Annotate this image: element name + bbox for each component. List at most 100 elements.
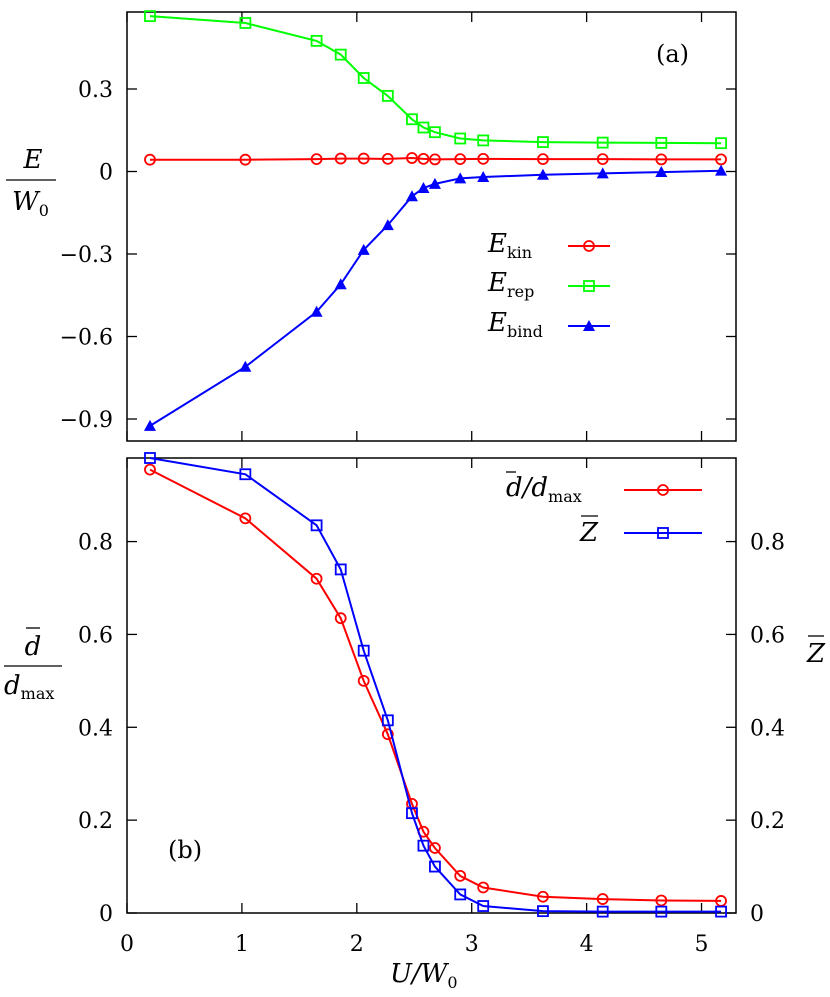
data-point	[357, 644, 370, 657]
data-point	[429, 860, 441, 873]
data-point	[381, 152, 394, 165]
legend-entry-z: Z	[579, 518, 599, 548]
panel-b-frame	[126, 457, 737, 914]
panel-b-label: (b)	[168, 836, 202, 864]
y-tick-label-right: 0	[750, 902, 764, 927]
data-point	[454, 153, 467, 166]
data-point	[357, 72, 370, 84]
data-point	[406, 113, 418, 126]
y-tick-label: 0.4	[78, 716, 113, 741]
data-point	[310, 519, 323, 532]
data-point	[334, 152, 347, 165]
data-point	[406, 807, 418, 820]
data-point	[536, 168, 549, 180]
legend-marker-ebind	[583, 320, 595, 331]
data-point	[310, 572, 323, 585]
data-point	[239, 360, 252, 372]
series-line	[149, 457, 722, 913]
data-point	[381, 714, 394, 727]
data-point	[357, 243, 370, 255]
data-point	[537, 136, 549, 148]
data-point	[417, 152, 430, 165]
legend-entry-ekin: Ekin	[487, 229, 532, 262]
x-tick-label: 3	[465, 932, 479, 957]
x-axis-label: U/W0	[390, 959, 458, 992]
data-point	[239, 153, 252, 166]
data-point	[655, 153, 668, 166]
data-point	[381, 89, 394, 102]
y-tick-label: 0.3	[78, 78, 113, 103]
series-e-bind	[143, 164, 728, 431]
x-tick-label: 2	[350, 932, 364, 957]
legend-marker-erep	[583, 280, 595, 292]
data-point	[310, 34, 323, 47]
panel-a-frame	[126, 11, 737, 442]
panel-b-series	[144, 452, 727, 918]
panel-a-ticks: −0.9 −0.6 −0.3 0 0.3	[60, 12, 736, 441]
data-point	[655, 905, 668, 918]
data-point	[334, 612, 347, 625]
y-tick-label-right: 0.6	[750, 623, 785, 648]
data-point	[537, 153, 549, 166]
y-tick-label: −0.9	[60, 408, 113, 433]
data-point	[537, 890, 549, 903]
data-point	[537, 905, 549, 918]
legend-entry-ebind: Ebind	[487, 308, 543, 341]
y-tick-label: 0	[99, 902, 113, 927]
data-point	[454, 132, 467, 145]
panel-a-ylabel-numerator: E	[23, 145, 43, 175]
data-point	[405, 190, 418, 202]
data-point	[417, 839, 430, 852]
series-z	[144, 452, 727, 918]
data-point	[477, 152, 490, 165]
data-point	[239, 512, 252, 525]
data-point	[454, 888, 467, 901]
series-d-d-max	[144, 463, 727, 907]
data-point	[429, 842, 441, 854]
data-point	[357, 674, 370, 687]
data-point	[454, 172, 467, 184]
data-point	[715, 137, 727, 150]
x-tick-label: 0	[120, 932, 134, 957]
data-point	[477, 900, 490, 912]
x-tick-label: 5	[695, 932, 709, 957]
panel-a-ylabel-denominator: W0	[12, 187, 49, 220]
data-point	[406, 152, 418, 164]
data-point	[143, 419, 156, 431]
data-point	[417, 182, 430, 193]
y-tick-label-right: 0.2	[750, 809, 785, 834]
data-point	[596, 905, 609, 918]
y-tick-label: −0.3	[60, 243, 113, 268]
data-point	[715, 905, 727, 918]
data-point	[454, 869, 467, 882]
data-point	[429, 153, 441, 166]
panel-b-ticks: 0 0.2 0.4 0.6 0.8 0 0.2 0.4 0.6 0.8 0 1 2 3 4 5	[78, 458, 785, 957]
series-line	[150, 156, 722, 161]
data-point	[655, 894, 668, 907]
data-point	[144, 463, 156, 476]
data-point	[429, 126, 441, 139]
legend-marker-z	[657, 527, 669, 539]
panel-a-series	[143, 10, 728, 431]
y-tick-label-right: 0.8	[750, 531, 785, 556]
panel-a-legend: Ekin Erep Ebind	[487, 229, 610, 341]
data-point	[477, 134, 490, 147]
series-line	[149, 15, 722, 145]
series-e-kin	[144, 152, 727, 166]
legend-entry-d: d/dmax	[506, 473, 582, 506]
y-tick-label: −0.6	[60, 326, 113, 351]
data-point	[381, 728, 394, 741]
panel-a-ylabel: E W0	[6, 145, 56, 220]
y-tick-label: 0	[99, 161, 113, 186]
data-point	[239, 17, 252, 29]
panel-b-ylabel-left: d dmax	[4, 627, 62, 703]
data-point	[334, 563, 347, 576]
x-tick-label: 1	[235, 932, 249, 957]
data-point	[596, 153, 609, 166]
data-point	[655, 166, 668, 178]
data-point	[715, 164, 728, 176]
y-tick-label: 0.8	[78, 531, 113, 556]
data-point	[715, 153, 727, 166]
data-point	[428, 177, 441, 189]
